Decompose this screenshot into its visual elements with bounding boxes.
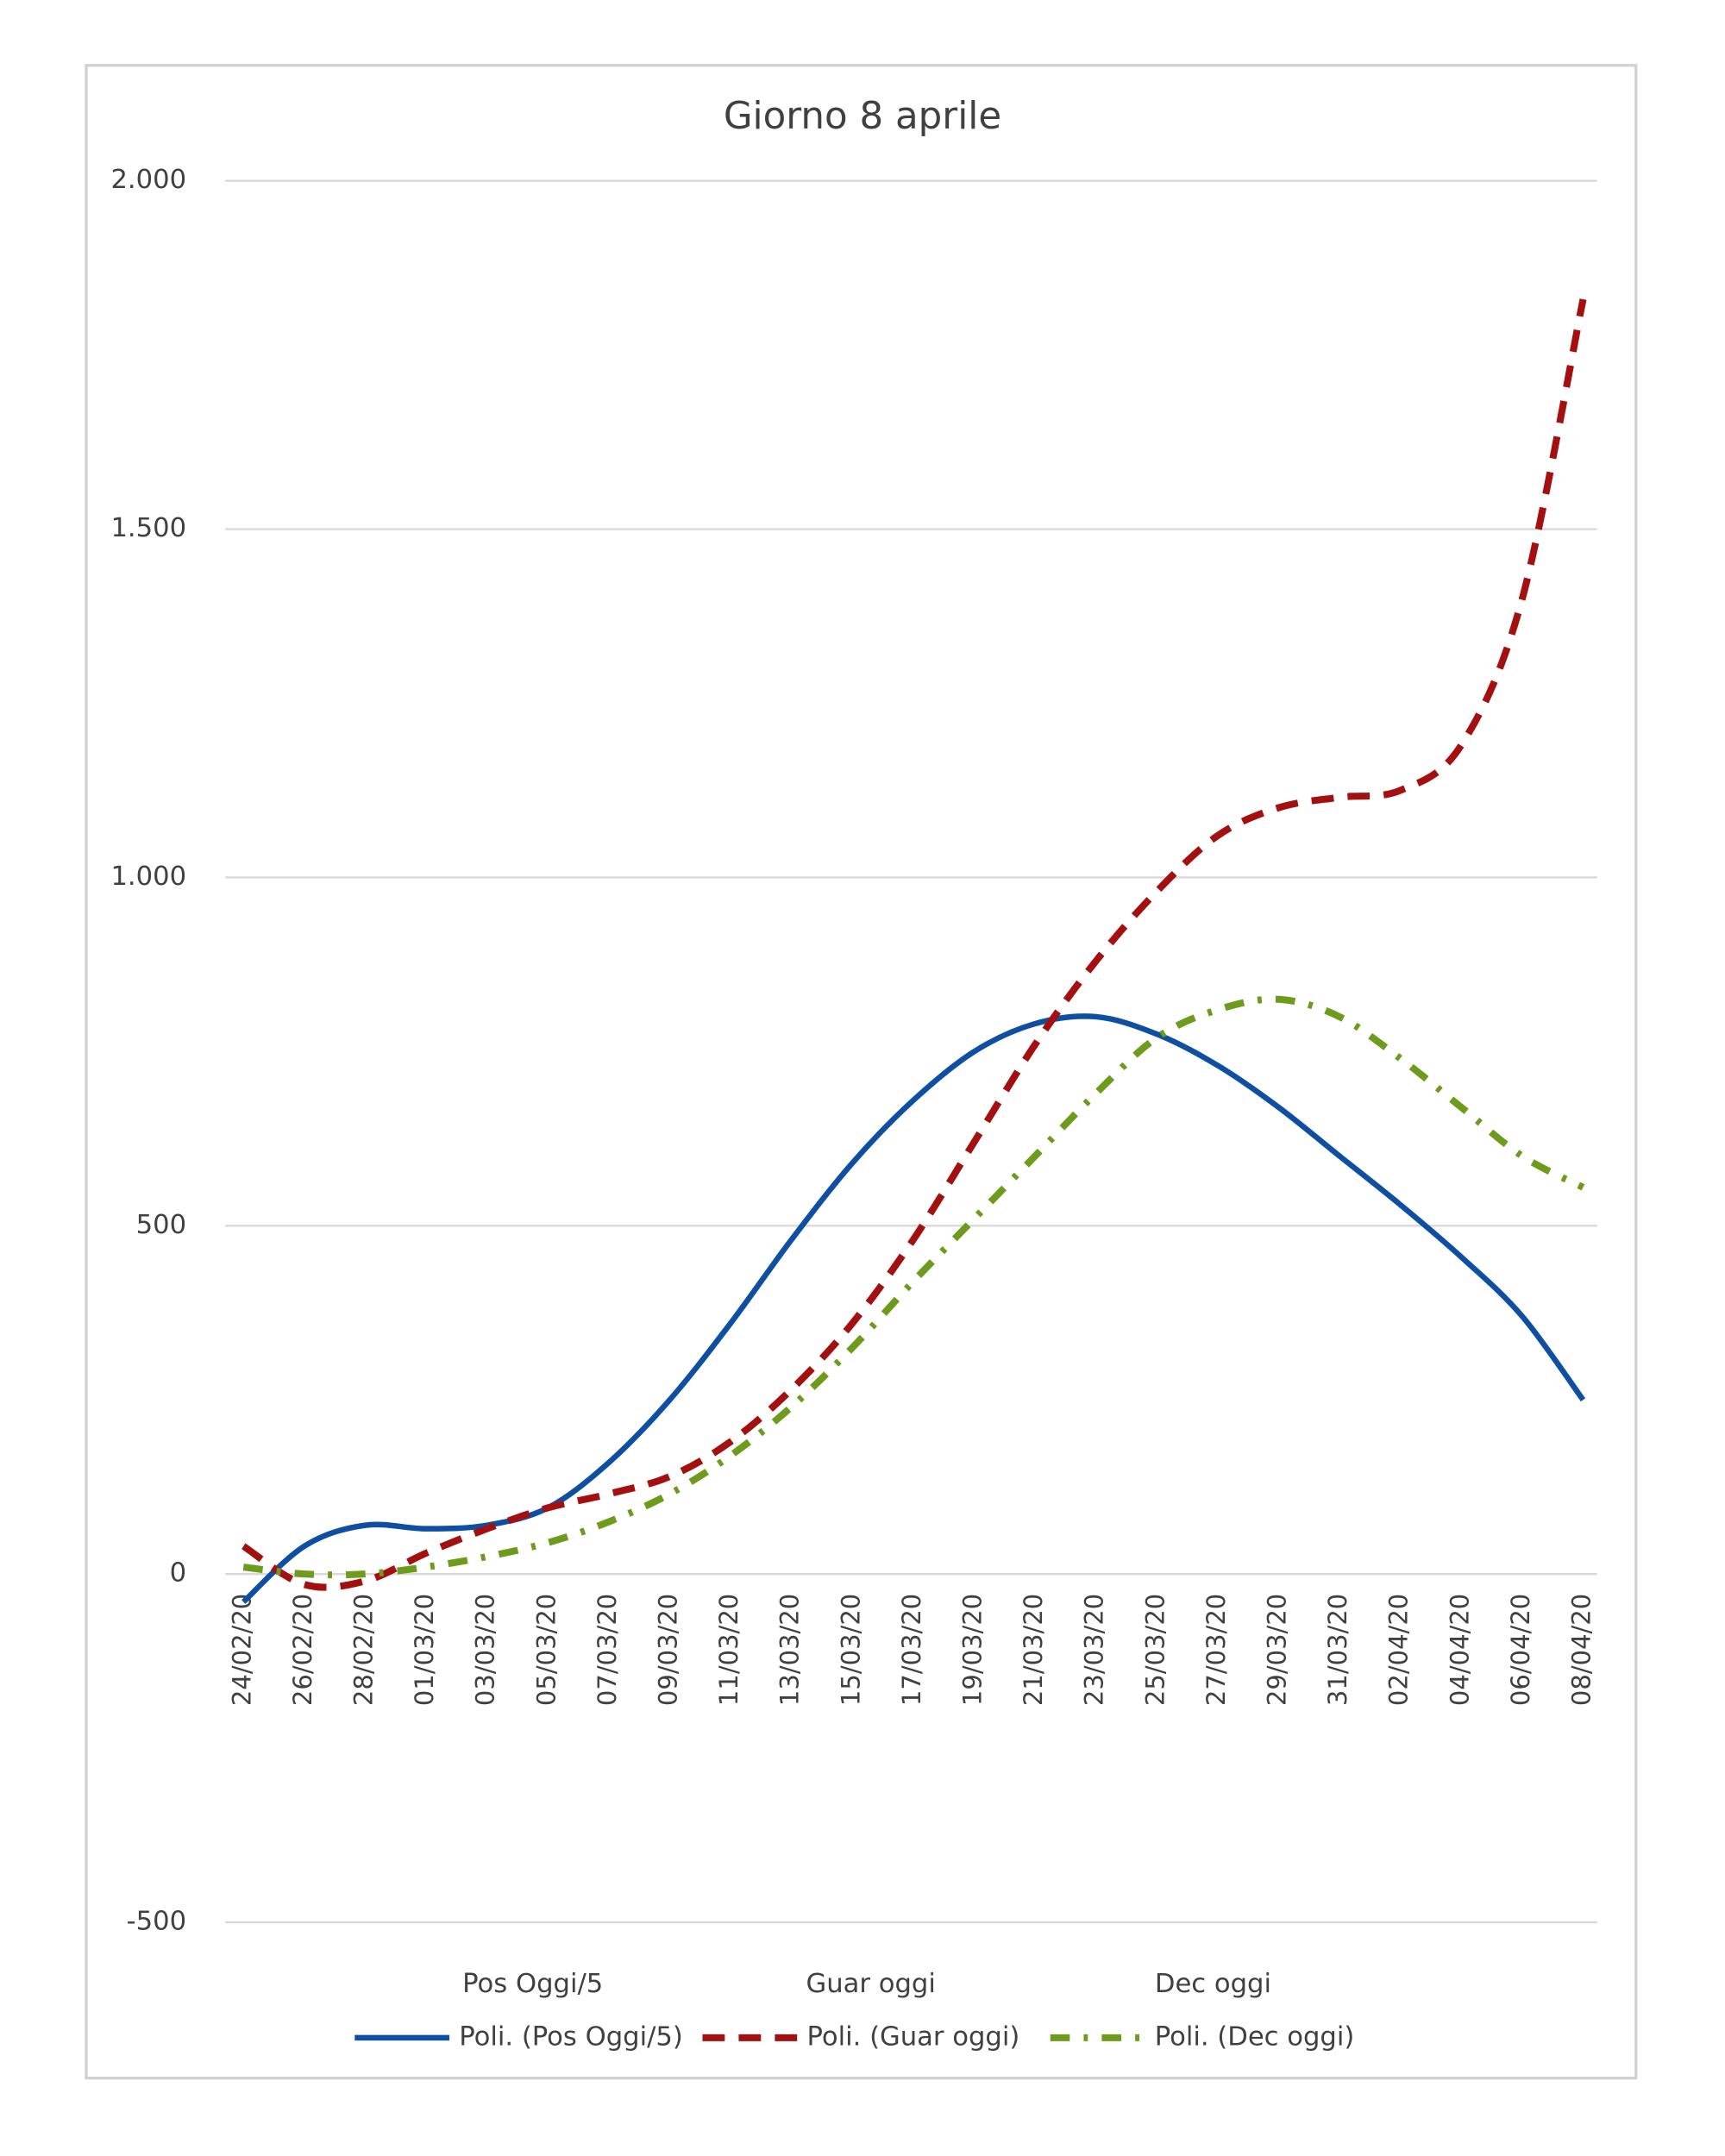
y-tick-label: -500 [127,1907,187,1937]
y-tick-label: 1.000 [110,862,186,892]
trend-line [242,995,1585,1579]
x-tick-label: 28/02/20 [348,1594,378,1706]
y-tick-label: 1.500 [110,513,186,543]
x-tick-label: 06/04/20 [1506,1594,1535,1706]
trend-line [242,298,1587,1591]
x-tick-label: 24/02/20 [227,1594,256,1706]
x-tick-label: 31/03/20 [1323,1594,1352,1706]
legend-label: Guar oggi [806,1969,935,1999]
legend-label: Poli. (Guar oggi) [806,2021,1019,2052]
legend-label: Poli. (Pos Oggi/5) [459,2021,683,2052]
x-tick-label: 08/04/20 [1566,1594,1596,1706]
x-tick-label: 29/03/20 [1262,1594,1291,1706]
x-tick-label: 23/03/20 [1080,1594,1109,1706]
x-tick-label: 21/03/20 [1019,1594,1048,1706]
chart-frame [85,64,1638,2080]
legend-label: Pos Oggi/5 [462,1969,603,1999]
x-tick-label: 15/03/20 [836,1594,865,1706]
y-tick-label: 2.000 [110,165,186,195]
x-tick-label: 09/03/20 [653,1594,682,1706]
legend-label: Poli. (Dec oggi) [1155,2021,1355,2052]
x-tick-label: 27/03/20 [1201,1594,1231,1706]
x-tick-label: 17/03/20 [897,1594,926,1706]
x-tick-label: 01/03/20 [410,1594,439,1706]
x-tick-label: 02/04/20 [1384,1594,1414,1706]
x-tick-label: 03/03/20 [471,1594,500,1706]
x-tick-label: 07/03/20 [593,1594,622,1706]
x-tick-label: 11/03/20 [714,1594,743,1706]
x-tick-label: 04/04/20 [1445,1594,1474,1706]
x-tick-label: 05/03/20 [531,1594,561,1706]
legend-label: Dec oggi [1155,1969,1271,1999]
y-tick-label: 0 [170,1558,187,1589]
x-tick-label: 26/02/20 [288,1594,317,1706]
chart-title: Giorno 8 aprile [724,95,1001,138]
y-tick-label: 500 [136,1210,186,1240]
x-tick-label: 25/03/20 [1140,1594,1170,1706]
x-tick-label: 13/03/20 [775,1594,805,1706]
trend-line [242,1013,1586,1604]
x-tick-label: 19/03/20 [957,1594,987,1706]
